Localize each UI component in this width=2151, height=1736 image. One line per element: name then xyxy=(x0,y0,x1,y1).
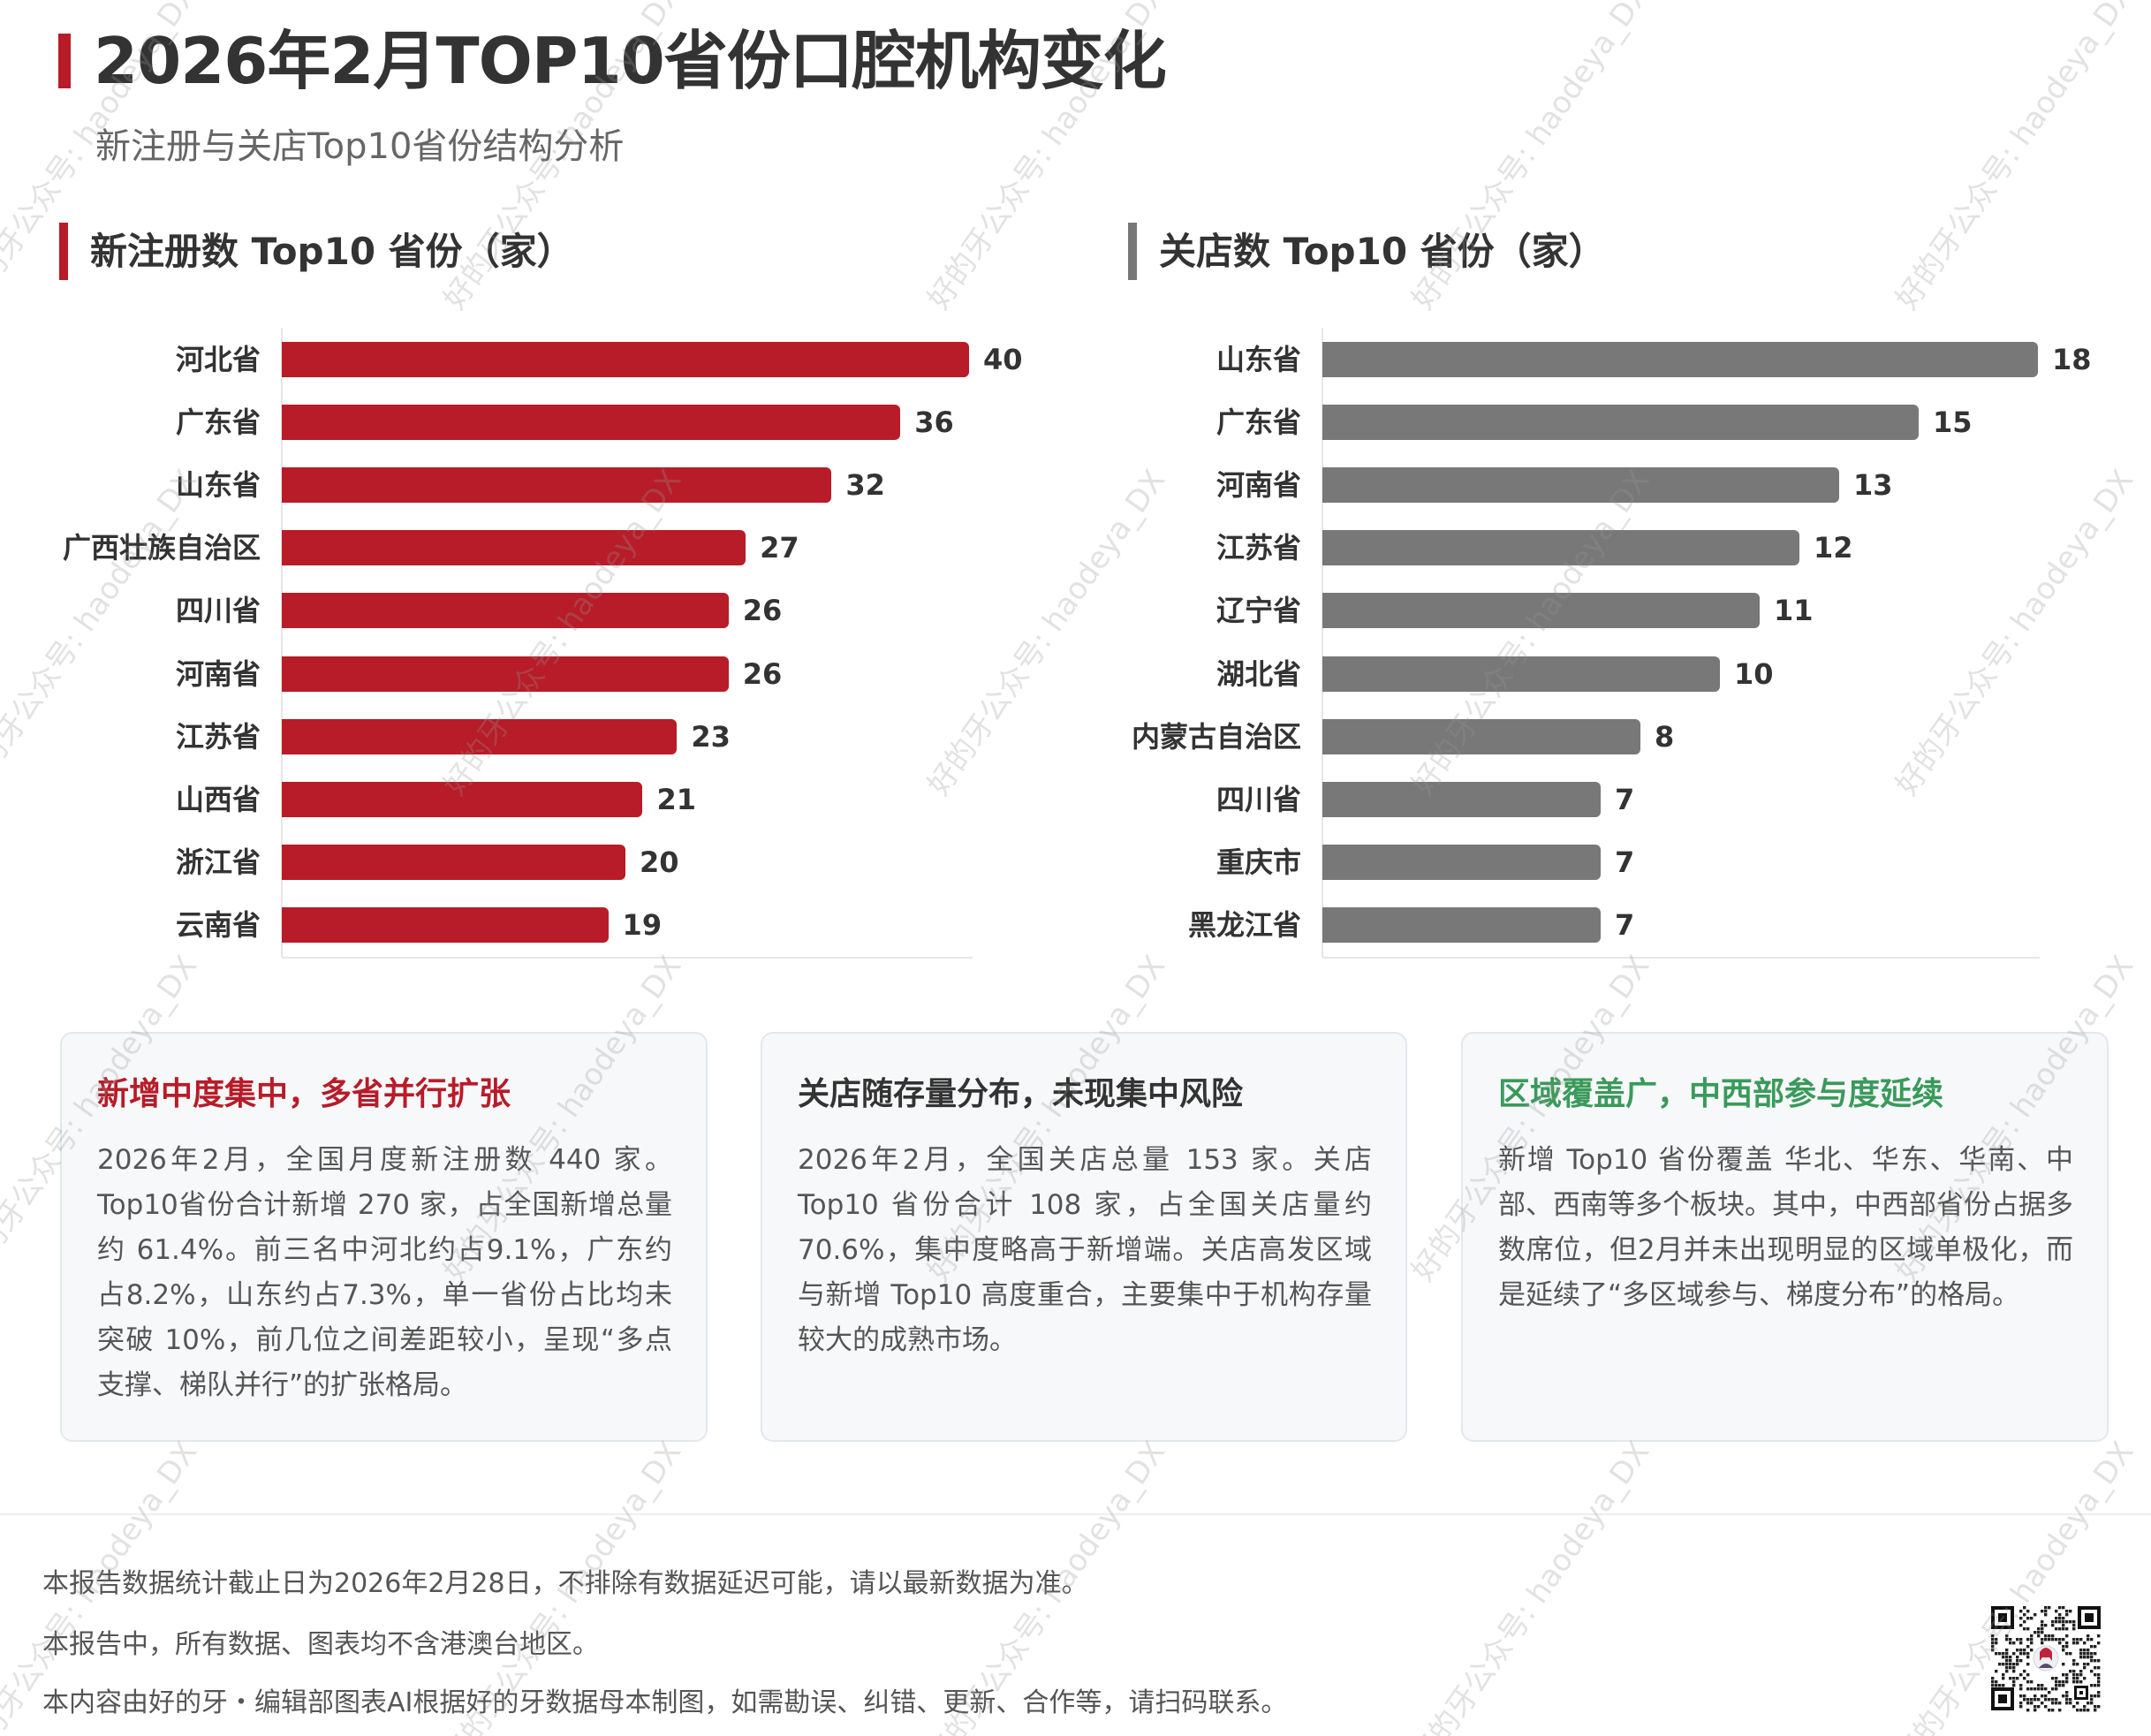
bar xyxy=(282,906,609,943)
bar xyxy=(1322,467,1839,504)
value-label: 15 xyxy=(1933,406,1973,440)
category-label: 河南省 xyxy=(175,656,261,691)
value-label: 32 xyxy=(845,468,885,503)
value-label: 7 xyxy=(1615,845,1635,879)
value-label: 26 xyxy=(742,656,783,691)
closures-bar-chart: 山东省 18 广东省 15 河南省 13 江苏省 12 辽宁省 11 湖北省 10 内蒙古自治区 8 四川省… xyxy=(1131,328,2092,959)
category-label: 广东省 xyxy=(175,406,261,440)
bar xyxy=(282,342,969,377)
bar xyxy=(1322,781,1601,817)
category-label: 河北省 xyxy=(175,343,261,376)
insight-card-regional-coverage: 区域覆盖广，中西部参与度延续 新增 Top10 省份覆盖 华北、华东、华南、中部… xyxy=(1461,1032,2109,1442)
category-label: 云南省 xyxy=(175,907,261,942)
bar xyxy=(1322,530,1799,566)
category-label: 内蒙古自治区 xyxy=(1131,719,1301,754)
bar xyxy=(282,656,729,692)
card-body: 2026年2月，全国关店总量 153 家。关店Top10 省份合计 108 家，… xyxy=(798,1144,1372,1356)
y-axis-line xyxy=(1322,328,1323,957)
bar xyxy=(1322,718,1640,754)
value-label: 18 xyxy=(2052,343,2092,376)
category-label: 江苏省 xyxy=(175,719,261,754)
category-label: 浙江省 xyxy=(175,845,261,879)
bar xyxy=(282,593,729,629)
new-registrations-bar-chart: 河北省 40 广东省 36 山东省 32 广西壮族自治区 27 四川省 26 河南省 26 江苏省 23 山… xyxy=(62,328,1023,959)
bar xyxy=(282,530,746,566)
category-label: 山西省 xyxy=(175,782,261,816)
bar xyxy=(282,405,901,441)
card-title: 新增中度集中，多省并行扩张 xyxy=(97,1076,511,1112)
value-label: 23 xyxy=(691,719,731,754)
value-label: 27 xyxy=(760,531,799,565)
category-label: 湖北省 xyxy=(1216,656,1301,691)
insight-card-closures: 关店随存量分布，未现集中风险 2026年2月，全国关店总量 153 家。关店To… xyxy=(761,1032,1407,1442)
footer-note-region-scope: 本报告中，所有数据、图表均不含港澳台地区。 xyxy=(42,1629,599,1660)
value-label: 20 xyxy=(640,845,679,879)
value-label: 40 xyxy=(983,343,1023,376)
value-label: 19 xyxy=(622,907,663,942)
bar xyxy=(1322,405,1919,441)
category-label: 山东省 xyxy=(1216,343,1301,376)
category-label: 四川省 xyxy=(1216,782,1301,816)
x-axis-baseline xyxy=(282,957,973,959)
category-label: 四川省 xyxy=(175,594,261,628)
insight-card-new-registrations: 新增中度集中，多省并行扩张 2026年2月，全国月度新注册数 440 家。Top… xyxy=(60,1032,708,1442)
page-title: 2026年2月TOP10省份口腔机构变化 xyxy=(94,24,1167,98)
card-title: 区域覆盖广，中西部参与度延续 xyxy=(1498,1076,1944,1112)
y-axis-line xyxy=(281,328,283,957)
category-label: 广西壮族自治区 xyxy=(62,531,261,565)
bar xyxy=(1322,844,1601,880)
bar xyxy=(1322,906,1601,943)
bar xyxy=(1322,342,2038,377)
value-label: 7 xyxy=(1615,782,1635,816)
x-axis-baseline xyxy=(1322,957,2040,959)
value-label: 26 xyxy=(742,594,783,628)
page-subtitle: 新注册与关店Top10省份结构分析 xyxy=(95,126,625,167)
bar xyxy=(282,781,643,817)
qr-code-graphic xyxy=(1989,1604,2102,1712)
right-chart-title: 关店数 Top10 省份（家） xyxy=(1159,230,1606,273)
value-label: 11 xyxy=(1774,594,1814,628)
footer-note-contact: 本内容由好的牙・编辑部图表AI根据好的牙数据母本制图，如需勘误、纠错、更新、合作… xyxy=(42,1687,1288,1718)
category-label: 重庆市 xyxy=(1216,845,1301,879)
category-label: 河南省 xyxy=(1216,468,1301,503)
watermark-text: 好的牙公众号: haodeya_DX xyxy=(1405,1435,1657,1736)
bar xyxy=(282,844,625,880)
bar xyxy=(1322,656,1720,692)
footer-note-cutoff-date: 本报告数据统计截止日为2026年2月28日，不排除有数据延迟可能，请以最新数据为… xyxy=(42,1568,1088,1599)
category-label: 黑龙江省 xyxy=(1187,907,1301,942)
value-label: 7 xyxy=(1615,907,1635,942)
value-label: 12 xyxy=(1814,531,1853,565)
category-label: 辽宁省 xyxy=(1216,594,1301,628)
qr-code-icon[interactable] xyxy=(1989,1604,2102,1712)
value-label: 21 xyxy=(656,782,696,816)
value-label: 8 xyxy=(1655,719,1675,754)
value-label: 13 xyxy=(1853,468,1893,503)
value-label: 36 xyxy=(914,406,954,440)
value-label: 10 xyxy=(1734,656,1774,691)
right-section-accent-bar xyxy=(1128,223,1137,280)
category-label: 江苏省 xyxy=(1216,531,1301,565)
footer-divider xyxy=(0,1513,2151,1515)
left-section-accent-bar xyxy=(59,223,68,280)
bar xyxy=(282,467,832,504)
category-label: 山东省 xyxy=(175,468,261,503)
category-label: 广东省 xyxy=(1216,406,1301,440)
card-body: 2026年2月，全国月度新注册数 440 家。Top10省份合计新增 270 家… xyxy=(97,1144,672,1401)
left-chart-title: 新注册数 Top10 省份（家） xyxy=(90,230,574,273)
card-title: 关店随存量分布，未现集中风险 xyxy=(798,1076,1244,1112)
card-body: 新增 Top10 省份覆盖 华北、华东、华南、中部、西南等多个板块。其中，中西部… xyxy=(1498,1144,2073,1311)
bar xyxy=(282,718,678,754)
title-accent-bar xyxy=(58,34,71,88)
bar xyxy=(1322,593,1760,629)
